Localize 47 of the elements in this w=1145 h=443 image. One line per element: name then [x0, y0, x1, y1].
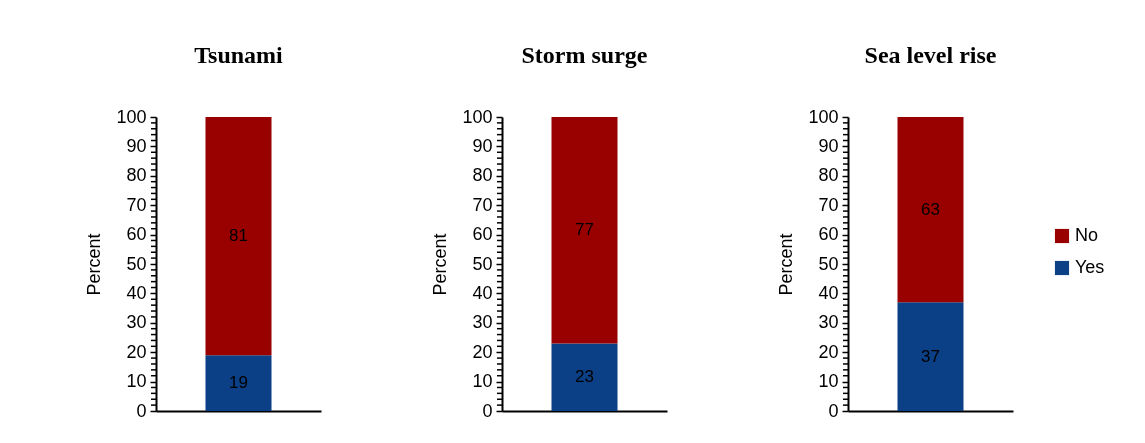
y-axis-title: Percent [776, 233, 797, 296]
y-tick-label: 60 [818, 224, 839, 245]
data-label: 77 [575, 220, 594, 240]
y-tick-label: 50 [472, 253, 493, 274]
legend-label: Yes [1075, 257, 1105, 277]
chart-title: Tsunami [194, 42, 284, 68]
y-tick-label: 60 [472, 224, 493, 245]
y-tick-label: 40 [818, 282, 839, 303]
y-tick-label: 10 [126, 371, 147, 392]
y-tick-label: 20 [126, 341, 147, 362]
chart-title: Storm surge [521, 42, 648, 68]
y-tick-label: 80 [472, 165, 493, 186]
y-tick-label: 20 [472, 341, 493, 362]
data-label: 37 [921, 346, 940, 366]
y-tick-label: 90 [472, 135, 493, 156]
y-tick-label: 100 [462, 106, 493, 127]
y-tick-label: 40 [126, 282, 147, 303]
y-tick-label: 50 [818, 253, 839, 274]
y-tick-label: 50 [126, 253, 147, 274]
y-tick-label: 40 [472, 282, 493, 303]
y-tick-label: 90 [818, 135, 839, 156]
y-axis-title: Percent [430, 233, 451, 296]
data-label: 19 [229, 373, 248, 393]
y-tick-label: 70 [472, 194, 493, 215]
data-label: 23 [575, 367, 594, 387]
y-tick-label: 80 [818, 165, 839, 186]
y-tick-label: 30 [818, 312, 839, 333]
y-tick-label: 60 [126, 224, 147, 245]
y-tick-label: 70 [126, 194, 147, 215]
y-tick-label: 10 [472, 371, 493, 392]
y-tick-label: 100 [116, 106, 147, 127]
legend-label: No [1075, 225, 1099, 245]
y-tick-label: 20 [818, 341, 839, 362]
y-tick-label: 0 [136, 400, 147, 421]
y-tick-label: 70 [818, 194, 839, 215]
data-label: 81 [229, 226, 248, 246]
y-tick-label: 0 [482, 400, 493, 421]
y-tick-label: 30 [472, 312, 493, 333]
data-label: 63 [921, 199, 940, 219]
y-tick-label: 10 [818, 371, 839, 392]
y-tick-label: 100 [808, 106, 839, 127]
y-axis-title: Percent [84, 233, 105, 296]
chart-title: Sea level rise [864, 42, 997, 68]
y-tick-label: 30 [126, 312, 147, 333]
y-tick-label: 80 [126, 165, 147, 186]
y-tick-label: 0 [828, 400, 839, 421]
y-tick-label: 90 [126, 135, 147, 156]
